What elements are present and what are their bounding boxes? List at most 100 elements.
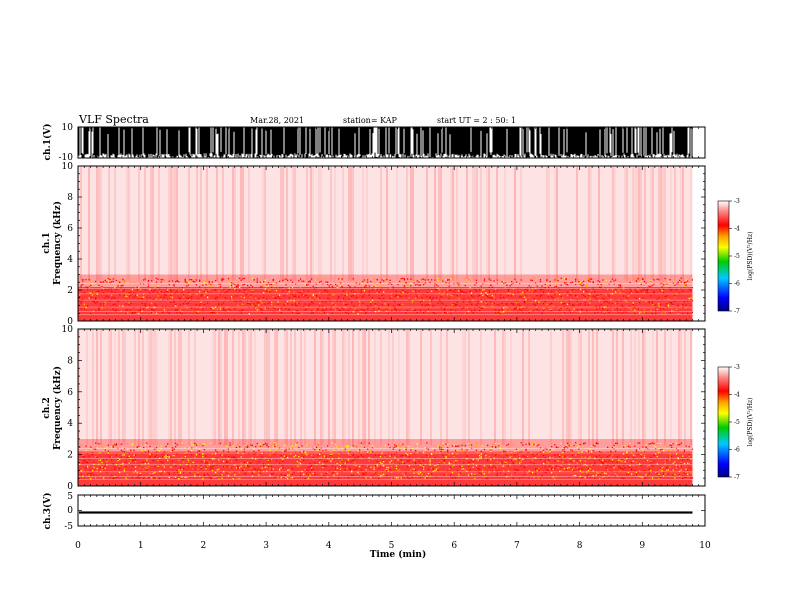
spectral-speckle: [674, 296, 676, 299]
spectral-speckle: [101, 466, 103, 468]
spectral-speckle: [426, 454, 428, 457]
spectral-speckle: [495, 299, 497, 301]
spectral-speckle: [559, 309, 561, 312]
spectral-speckle: [186, 307, 188, 309]
spectral-speckle: [503, 281, 505, 283]
spectral-speckle: [528, 289, 530, 292]
spectral-speckle: [271, 444, 273, 447]
spectral-speckle: [394, 295, 396, 297]
spectral-speckle: [208, 282, 210, 284]
spectral-speckle: [227, 289, 230, 291]
spectral-speckle: [338, 278, 340, 280]
spectral-speckle: [90, 474, 92, 476]
spectral-speckle: [451, 466, 454, 468]
spectral-speckle: [439, 299, 441, 301]
spectral-speckle: [434, 312, 436, 314]
spectral-speckle: [139, 309, 142, 311]
spectral-speckle: [370, 280, 372, 283]
spectral-speckle: [429, 281, 431, 284]
spectral-speckle: [277, 477, 279, 479]
spectral-speckle: [138, 445, 140, 447]
spectral-speckle: [616, 302, 618, 305]
spectral-speckle: [587, 277, 590, 280]
spectral-speckle: [299, 462, 302, 465]
spectral-speckle: [461, 290, 463, 293]
spectral-speckle: [536, 294, 538, 297]
spectral-speckle: [426, 442, 428, 444]
spectral-speckle: [511, 280, 513, 283]
spectral-speckle: [400, 477, 402, 479]
spectral-speckle: [90, 446, 92, 448]
spectral-speckle: [239, 300, 241, 302]
spectral-speckle: [498, 443, 500, 445]
spectral-speckle: [119, 458, 121, 461]
spectral-speckle: [123, 469, 126, 472]
spectral-speckle: [235, 446, 238, 449]
spectral-speckle: [482, 289, 484, 291]
spectral-speckle: [426, 475, 428, 477]
spectral-speckle: [111, 290, 113, 293]
spectral-speckle: [586, 283, 588, 286]
spectral-speckle: [595, 471, 598, 473]
spectral-speckle: [301, 451, 303, 453]
spectral-speckle: [546, 307, 548, 309]
spectral-speckle: [538, 469, 540, 472]
spectral-speckle: [400, 295, 402, 298]
spectral-speckle: [120, 285, 122, 287]
spectral-speckle: [85, 286, 87, 288]
spectral-speckle: [200, 295, 202, 297]
spectral-speckle: [378, 291, 380, 293]
spectral-speckle: [544, 471, 546, 474]
spectral-speckle: [552, 305, 554, 307]
spectral-speckle: [333, 474, 335, 476]
spectral-speckle: [135, 287, 137, 289]
spectral-speckle: [642, 450, 644, 452]
spectral-speckle: [429, 462, 431, 464]
spectral-speckle: [682, 306, 684, 308]
spectral-speckle: [595, 294, 598, 296]
spectral-speckle: [461, 298, 463, 301]
spectral-speckle: [359, 304, 361, 306]
spectral-speckle: [317, 449, 319, 452]
spectral-speckle: [576, 467, 578, 469]
spectral-speckle: [184, 281, 186, 283]
spectral-speckle: [371, 310, 374, 312]
spectral-speckle: [571, 281, 574, 283]
spectral-speckle: [285, 476, 287, 478]
spectral-speckle: [79, 296, 81, 298]
spectral-speckle: [456, 449, 458, 452]
spectral-speckle: [397, 469, 399, 471]
spectral-speckle: [514, 454, 516, 456]
spectral-speckle: [683, 300, 686, 303]
spectral-speckle: [319, 461, 321, 464]
spectral-speckle: [143, 461, 145, 463]
spectral-speckle: [423, 451, 425, 454]
spectral-speckle: [517, 307, 519, 310]
spectral-speckle: [136, 312, 138, 315]
spectral-speckle: [315, 310, 318, 312]
spectral-speckle: [215, 289, 217, 291]
spectral-speckle: [576, 296, 578, 298]
spectral-speckle: [587, 280, 590, 282]
spectral-speckle: [91, 292, 94, 295]
spectral-speckle: [483, 288, 486, 291]
spectral-speckle: [573, 444, 575, 447]
spectral-speckle: [691, 306, 694, 309]
spectral-speckle: [160, 448, 162, 450]
spectral-speckle: [347, 313, 350, 315]
spectral-speckle: [461, 444, 463, 447]
spectral-speckle: [243, 472, 246, 475]
spectral-speckle: [109, 305, 111, 308]
spectral-speckle: [603, 312, 606, 315]
spectral-speckle: [271, 303, 273, 306]
spectral-speckle: [344, 469, 346, 471]
spectral-speckle: [184, 447, 186, 449]
spectral-speckle: [264, 307, 266, 309]
spectral-speckle: [400, 279, 402, 281]
spectral-speckle: [397, 459, 399, 461]
spectral-speckle: [391, 471, 393, 474]
spectral-speckle: [583, 294, 585, 296]
spectral-speckle: [589, 280, 591, 283]
spectral-speckle: [400, 444, 402, 446]
spectral-speckle: [533, 277, 535, 280]
